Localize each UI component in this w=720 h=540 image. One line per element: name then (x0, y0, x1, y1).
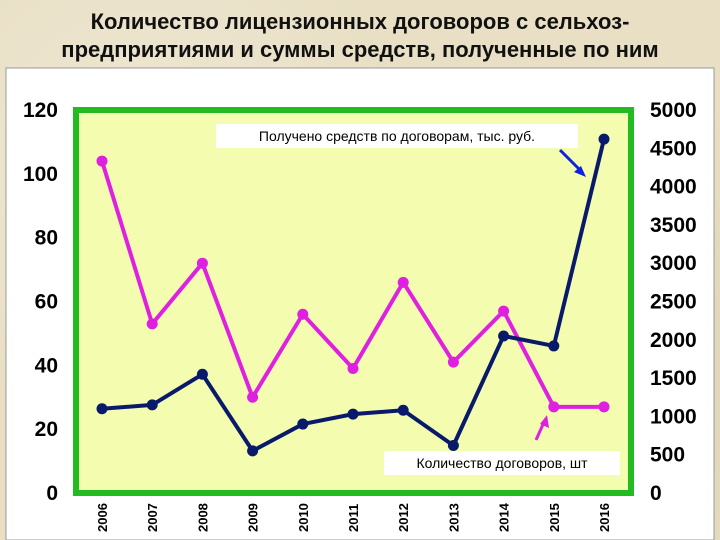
contracts-count-point (347, 363, 359, 375)
contracts-count-point (196, 257, 208, 269)
callout-count: Количество договоров, шт (384, 415, 620, 475)
year-label: 2007 (145, 503, 160, 532)
contracts-count-point (146, 318, 158, 330)
left-tick-label: 100 (23, 163, 58, 186)
x-axis: 2006 2007 2008 2009 2010 2011 2012 2013 2014 2015… (95, 502, 612, 532)
year-label: 2009 (246, 503, 261, 532)
year-label: 2006 (95, 503, 110, 532)
left-axis: 0 20 40 60 80 100 120 (23, 99, 58, 505)
funds-received-point (598, 133, 610, 145)
year-label: 2014 (497, 502, 512, 532)
funds-received-point (196, 368, 208, 380)
right-tick-label: 1500 (650, 367, 697, 390)
contracts-count-point (548, 401, 560, 413)
year-label: 2010 (296, 503, 311, 532)
funds-received-point (247, 445, 259, 457)
funds-received-point (297, 418, 309, 430)
left-tick-label: 0 (46, 482, 58, 505)
contracts-count-point (498, 305, 510, 317)
right-tick-label: 2500 (650, 291, 697, 314)
left-tick-label: 60 (35, 291, 58, 314)
chart-title: Количество лицензионных договоров с сель… (0, 8, 720, 64)
left-tick-label: 120 (23, 99, 58, 122)
year-label: 2015 (547, 503, 562, 532)
left-tick-label: 80 (35, 227, 58, 250)
right-tick-label: 500 (650, 444, 685, 467)
funds-received-point (146, 399, 158, 411)
callout-count-arrowhead (540, 415, 549, 428)
year-label: 2012 (396, 503, 411, 532)
callout-count-label: Количество договоров, шт (416, 455, 588, 471)
callout-count-box (384, 451, 620, 475)
callout-funds-label: Получено средств по договорам, тыс. руб. (259, 128, 535, 144)
contracts-count-point (297, 308, 309, 320)
right-tick-label: 3500 (650, 214, 697, 237)
funds-received-point (96, 403, 108, 415)
funds-received-point (548, 340, 560, 352)
left-tick-label: 20 (35, 418, 58, 441)
funds-received-point (347, 408, 359, 420)
funds-received-point (447, 440, 459, 452)
year-label: 2011 (346, 504, 361, 532)
right-tick-label: 1000 (650, 405, 697, 428)
callout-funds-box (216, 124, 578, 148)
right-tick-label: 4000 (650, 176, 697, 199)
contracts-count-point (598, 401, 610, 413)
series-lines (96, 133, 610, 457)
right-tick-label: 2000 (650, 329, 697, 352)
right-tick-label: 4500 (650, 137, 697, 160)
right-tick-label: 3000 (650, 252, 697, 275)
right-tick-label: 5000 (650, 99, 697, 122)
callout-funds: Получено средств по договорам, тыс. руб. (216, 124, 586, 177)
funds-received-point (498, 330, 510, 342)
contracts-count-point (447, 356, 459, 368)
contracts-count-point (247, 391, 259, 403)
year-label: 2008 (195, 503, 210, 532)
funds-received-point (397, 404, 409, 416)
contracts-count-point (96, 155, 108, 167)
right-axis: 0 500 1000 1500 2000 2500 3000 3500 4000 4500 5000 (650, 99, 697, 505)
right-tick-label: 0 (650, 482, 662, 505)
plot-area (73, 107, 634, 496)
title-line-1: Количество лицензионных договоров с сель… (90, 9, 630, 34)
callout-funds-arrowhead (574, 166, 586, 177)
left-tick-label: 40 (35, 354, 58, 377)
contracts-count-point (397, 276, 409, 288)
year-label: 2016 (597, 503, 612, 532)
year-label: 2013 (446, 503, 461, 532)
title-line-2: предприятиями и суммы средств, полученны… (61, 37, 659, 62)
